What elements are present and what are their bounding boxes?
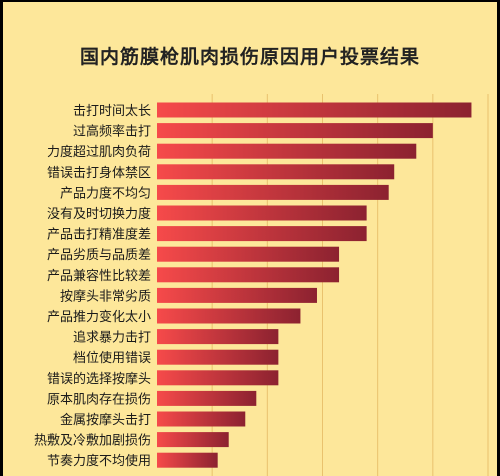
category-label: 节奏力度不均使用 — [47, 453, 151, 469]
category-label: 错误的选择按摩头 — [47, 371, 151, 387]
chart-title: 国内筋膜枪肌肉损伤原因用户投票结果 — [79, 46, 420, 68]
category-label: 没有及时切换力度 — [47, 206, 151, 222]
bar-chart: 击打时间太长过高频率击打力度超过肌肉负荷错误击打身体禁区产品力度不均匀没有及时切… — [34, 94, 489, 476]
bar — [157, 123, 433, 139]
category-label: 金属按摩头击打 — [60, 412, 151, 428]
bar — [157, 308, 301, 324]
bar — [157, 164, 395, 180]
bar — [157, 452, 218, 468]
category-label: 档位使用错误 — [73, 350, 151, 366]
bars — [157, 102, 472, 468]
category-label: 力度超过肌肉负荷 — [47, 144, 151, 160]
bar — [157, 267, 340, 283]
category-label: 产品推力变化太小 — [47, 309, 151, 325]
bar — [157, 349, 279, 365]
bar — [157, 329, 279, 345]
category-label: 热敷及冷敷加剧损伤 — [34, 434, 151, 449]
bar — [157, 205, 367, 221]
bar — [157, 102, 472, 118]
category-label: 产品击打精准度差 — [47, 227, 151, 243]
bar — [157, 226, 367, 242]
category-labels: 击打时间太长过高频率击打力度超过肌肉负荷错误击打身体禁区产品力度不均匀没有及时切… — [34, 104, 151, 469]
bar — [157, 411, 246, 427]
bar — [157, 143, 417, 159]
bar — [157, 287, 317, 303]
bar — [157, 432, 229, 448]
category-label: 产品兼容性比较差 — [47, 268, 151, 284]
bar — [157, 390, 257, 406]
bar — [157, 246, 340, 262]
category-label: 追求暴力击打 — [73, 330, 151, 346]
bar — [157, 184, 389, 200]
bar — [157, 370, 279, 386]
category-label: 错误击打身体禁区 — [47, 165, 151, 181]
category-label: 按摩头非常劣质 — [60, 288, 151, 304]
category-label: 原本肌肉存在损伤 — [47, 392, 151, 407]
chart-frame: 国内筋膜枪肌肉损伤原因用户投票结果 击打时间太长 过高频率击打力度超过肌肉负荷 错误… — [3, 2, 497, 476]
category-label: 产品劣质与品质差 — [47, 248, 151, 263]
category-label: 过高频率击打 — [73, 124, 151, 140]
category-label: 击打时间太长 — [73, 104, 151, 119]
category-label: 产品力度不均匀 — [60, 185, 151, 201]
